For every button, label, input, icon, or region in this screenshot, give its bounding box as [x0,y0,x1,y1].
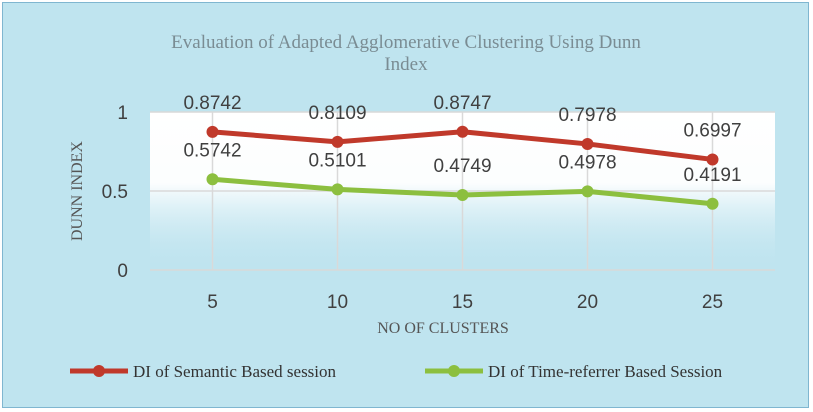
data-point [581,137,594,150]
data-point [581,185,594,198]
data-label: 0.8747 [433,93,491,114]
data-point [331,183,344,196]
x-tick-label: 15 [452,292,473,313]
data-label: 0.4191 [683,165,741,186]
legend: DI of Semantic Based session DI of Time-… [70,362,723,381]
x-tick-label: 10 [327,292,348,313]
data-point [706,153,719,166]
data-point [206,125,219,138]
data-point [706,197,719,210]
chart-title-line2: Index [384,54,428,75]
y-tick-label: 0 [117,261,128,282]
chart-title-line1: Evaluation of Adapted Agglomerative Clus… [171,32,641,53]
data-label: 0.8742 [183,93,241,114]
data-label: 0.5742 [183,140,241,161]
data-point [331,135,344,148]
data-point [456,125,469,138]
data-label: 0.5101 [308,150,366,171]
data-label: 0.7978 [558,105,616,126]
data-label: 0.6997 [683,120,741,141]
x-tick-label: 25 [702,292,723,313]
x-tick-label: 20 [577,292,598,313]
legend-marker-time [448,365,460,377]
data-point [456,188,469,201]
legend-label-semantic: DI of Semantic Based session [133,362,337,381]
y-tick-label: 0.5 [102,182,128,203]
y-tick-label: 1 [117,103,128,124]
y-axis-label: DUNN INDEX [69,141,86,241]
legend-label-time: DI of Time-referrer Based Session [488,362,723,381]
x-tick-label: 5 [207,292,218,313]
legend-marker-semantic [93,365,105,377]
data-label: 0.8109 [308,103,366,124]
data-label: 0.4749 [433,156,491,177]
data-point [206,173,219,186]
x-axis-label: NO OF CLUSTERS [377,320,509,337]
data-label: 0.4978 [558,152,616,173]
